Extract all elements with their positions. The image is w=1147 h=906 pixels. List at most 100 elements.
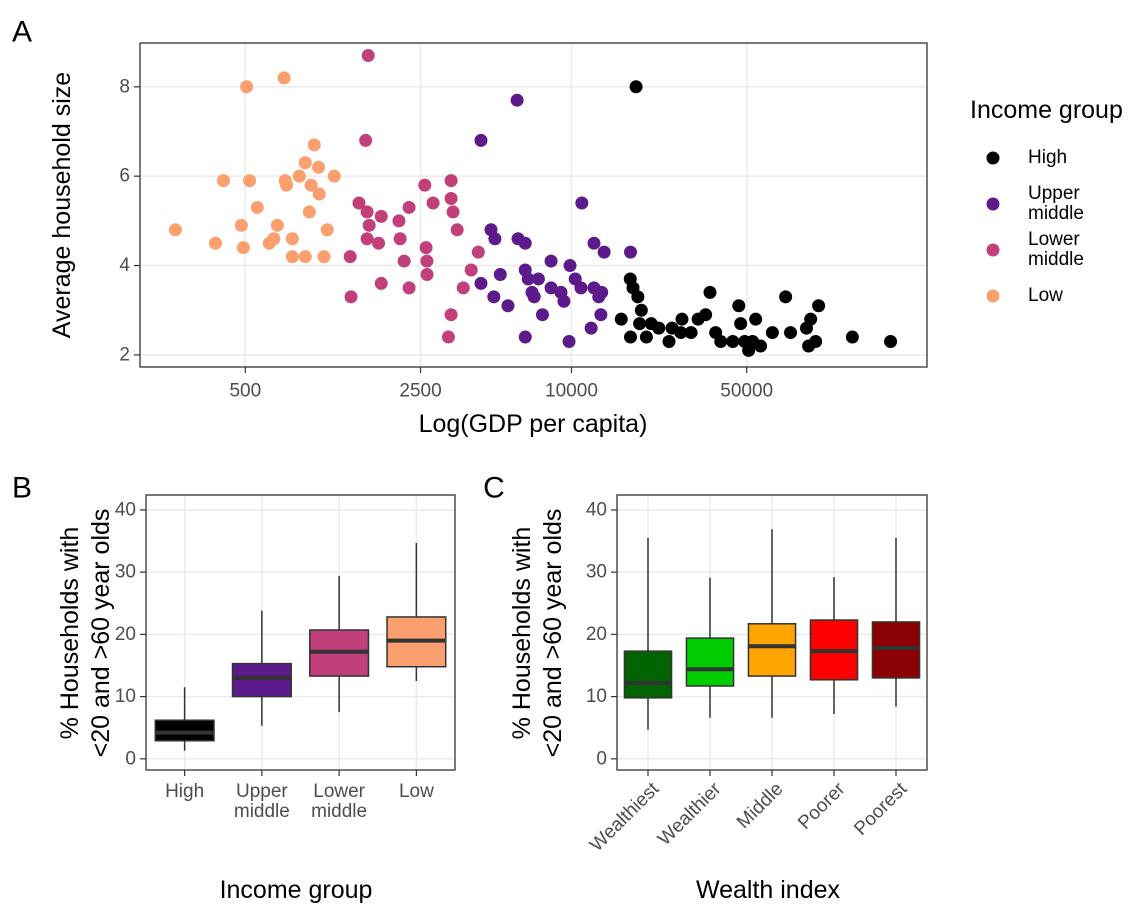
point <box>845 330 859 344</box>
point <box>501 299 515 313</box>
point <box>557 294 571 308</box>
point <box>393 232 407 246</box>
y-tick-label: 10 <box>586 686 607 707</box>
point <box>624 245 638 259</box>
y-tick-label: 30 <box>586 562 607 583</box>
y-tick-label: 0 <box>125 748 136 769</box>
point <box>584 321 598 335</box>
point <box>285 232 299 246</box>
point <box>726 335 740 349</box>
point <box>285 250 299 264</box>
point <box>298 156 312 170</box>
x-tick-label: Low <box>398 781 434 802</box>
point <box>392 214 406 228</box>
x-tick-label: 50000 <box>720 381 773 402</box>
point <box>402 200 416 214</box>
point <box>544 281 558 295</box>
x-axis-title: Wealth index <box>696 876 841 904</box>
y-axis-title: <20 and >60 year olds <box>87 509 115 758</box>
point <box>749 312 763 326</box>
legend-label: High <box>1028 147 1068 169</box>
point <box>397 254 411 268</box>
y-tick-label: 2 <box>119 344 130 365</box>
x-tick-label: High <box>165 781 205 802</box>
point <box>804 312 818 326</box>
point <box>450 223 464 237</box>
point <box>344 290 358 304</box>
x-tick-label: 2500 <box>399 381 441 402</box>
point <box>812 299 826 313</box>
x-tick-label: Wealthier <box>654 778 726 850</box>
point <box>629 80 643 94</box>
point <box>662 335 676 349</box>
point <box>236 241 250 255</box>
point <box>208 236 222 250</box>
x-tick-label: Middle <box>733 779 787 833</box>
point <box>464 263 478 277</box>
point <box>574 281 588 295</box>
y-tick-label: 20 <box>586 624 607 645</box>
point <box>714 335 728 349</box>
point <box>633 317 647 331</box>
point <box>639 330 653 344</box>
point <box>307 138 321 152</box>
point <box>518 330 532 344</box>
point <box>674 326 688 340</box>
point <box>292 169 306 183</box>
point <box>352 196 366 210</box>
point <box>426 196 440 210</box>
point <box>634 303 648 317</box>
y-tick-label: 4 <box>119 255 130 276</box>
x-tick-label: Wealthiest <box>586 778 664 856</box>
legend-label: Upper middle <box>1028 183 1084 224</box>
box <box>154 719 215 742</box>
plot-border <box>145 494 456 771</box>
point <box>441 330 455 344</box>
y-axis-title: Average household size <box>48 72 76 338</box>
box <box>231 662 292 698</box>
point <box>595 285 609 299</box>
point <box>444 174 458 188</box>
point <box>304 178 318 192</box>
point <box>359 133 373 147</box>
x-tick-label: Lower middle <box>311 781 368 822</box>
y-axis-title: <20 and >60 year olds <box>539 509 567 758</box>
point <box>250 200 264 214</box>
y-tick-label: 30 <box>115 562 136 583</box>
point <box>563 259 577 273</box>
point <box>302 205 316 219</box>
y-tick-label: 6 <box>119 166 130 187</box>
y-tick-label: 40 <box>115 499 136 520</box>
point <box>754 339 768 353</box>
panel-label: A <box>12 16 32 49</box>
legend-label: Low <box>1028 285 1063 307</box>
point <box>809 335 823 349</box>
point <box>277 71 291 85</box>
point <box>884 335 898 349</box>
x-tick-label: 500 <box>229 381 261 402</box>
x-tick-label: Upper middle <box>233 781 290 822</box>
y-axis-title: % Households with <box>56 527 84 740</box>
x-tick-label: Poorer <box>794 778 850 834</box>
point <box>360 205 374 219</box>
point <box>362 218 376 232</box>
point <box>703 285 717 299</box>
point <box>446 205 460 219</box>
point <box>420 267 434 281</box>
point <box>374 209 388 223</box>
legend-title: Income group <box>970 96 1123 124</box>
point <box>374 276 388 290</box>
point <box>699 308 713 322</box>
point <box>544 254 558 268</box>
point <box>343 250 357 264</box>
point <box>360 232 374 246</box>
y-tick-label: 40 <box>586 499 607 520</box>
box <box>747 623 797 677</box>
point <box>327 169 341 183</box>
point <box>487 290 501 304</box>
point <box>444 308 458 322</box>
plot-border <box>139 42 928 368</box>
point <box>216 174 230 188</box>
